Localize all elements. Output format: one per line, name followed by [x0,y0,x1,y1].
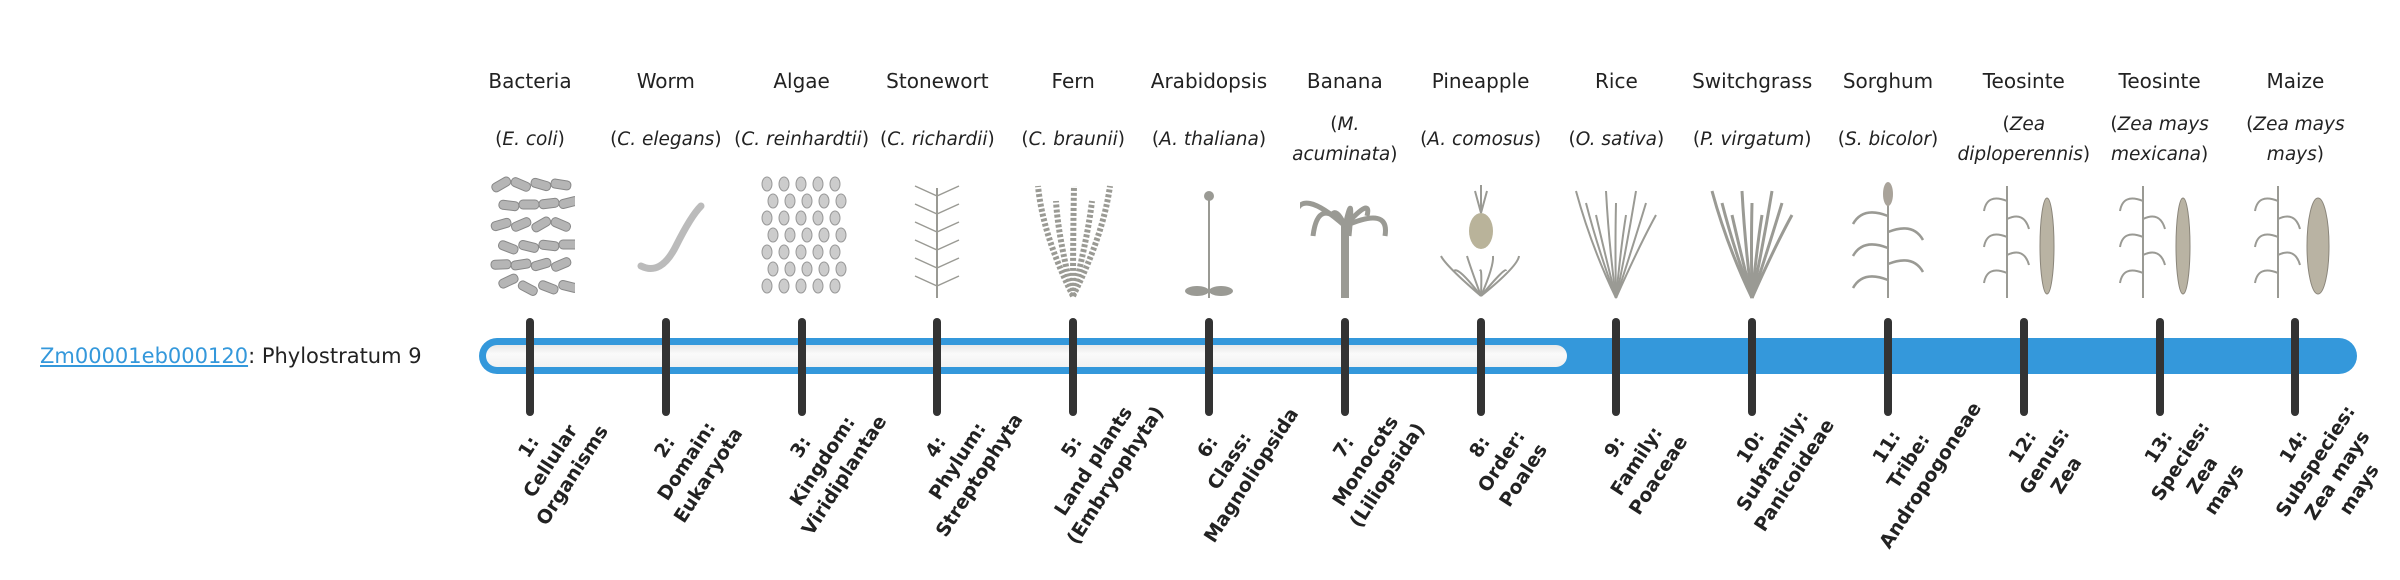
stratum-label-10: 10: Subfamily: Panicoideae [1694,369,1852,554]
organism-scientific-name: C. reinhardtii [732,108,872,172]
progress-bar-empty-track [486,345,1568,367]
stratum-label-3: 3: Kingdom: Viridiplantae [743,369,901,554]
stratum-label-5: 5: Land plants (Embryophyta) [1015,369,1173,554]
stratum-label-4: 4: Phylum: Streptophyta [879,369,1037,554]
stratum-tick-7 [1340,318,1349,416]
stratum-tick-9 [1612,318,1621,416]
stratum-label-12: 12: Genus: Zea [1966,369,2124,554]
teosinte-icon [1954,176,2094,300]
fern-icon [1003,176,1143,300]
banana-plant-icon [1275,176,1415,300]
organism-common-name: Worm [636,69,695,93]
organism-common-name: Pineapple [1431,69,1530,93]
bacteria-rods-icon [460,176,600,300]
organism-common-name: Maize [2266,69,2325,93]
stratum-tick-5 [1069,318,1078,416]
stratum-label-9: 9: Family: Poaceae [1558,369,1716,554]
stonewort-icon [867,176,1007,300]
organism-scientific-name: P. virgatum [1682,108,1822,172]
organism-scientific-name: A. comosus [1411,108,1551,172]
organism-scientific-name: O. sativa [1546,108,1686,172]
organism-common-name: Stonewort [886,69,989,93]
scientific-name-text: S. bicolor [1838,129,1938,150]
arabidopsis-icon [1139,176,1279,300]
organism-scientific-name: C. richardii [867,108,1007,172]
stratum-label-14: 14: Subspecies: Zea mays mays [2237,369,2400,568]
stratum-tick-4 [933,318,942,416]
pineapple-icon [1411,176,1551,300]
organism-common-name: Arabidopsis [1150,69,1268,93]
organism-common-name: Sorghum [1842,69,1934,93]
organism-common-name: Algae [773,69,830,93]
algae-cells-icon [732,176,872,300]
organism-common-name: Banana [1306,69,1383,93]
gene-label: Zm00001eb000120: Phylostratum 9 [40,340,422,372]
organism-scientific-name: Zea diploperennis [1954,108,2094,172]
stratum-tick-13 [2155,318,2164,416]
stratum-label-13: 13: Species: Zea mays [2101,369,2281,568]
gene-phylostratum-text: : Phylostratum 9 [248,344,422,368]
scientific-name-text: O. sativa [1569,129,1665,150]
organism-scientific-name: S. bicolor [1818,108,1958,172]
organism-scientific-name: C. braunii [1003,108,1143,172]
stratum-label-7: 7: Monocots (Liliopsida) [1287,369,1445,554]
scientific-name-text: Zea diploperennis [1957,114,2090,165]
scientific-name-text: Zea mays mexicana [2110,114,2208,165]
organism-scientific-name: Zea mays mays [2225,108,2365,172]
scientific-name-text: M. acuminata [1292,114,1397,165]
stratum-label-1: 1: Cellular Organisms [472,369,630,554]
organism-common-name: Fern [1051,69,1095,93]
gene-id-link[interactable]: Zm00001eb000120 [40,344,249,368]
stratum-tick-3 [797,318,806,416]
organism-scientific-name: E. coli [460,108,600,172]
organism-scientific-name: M. acuminata [1275,108,1415,172]
organism-common-name: Teosinte [2118,69,2201,93]
maize-icon [2225,176,2365,300]
stratum-label-11: 11: Tribe: Andropogoneae [1830,369,1988,554]
organism-scientific-name: Zea mays mexicana [2090,108,2230,172]
scientific-name-text: C. braunii [1021,129,1125,150]
scientific-name-text: P. virgatum [1693,129,1812,150]
stratum-tick-12 [2019,318,2028,416]
stratum-tick-10 [1748,318,1757,416]
scientific-name-text: Zea mays mays [2246,114,2344,165]
organism-common-name: Switchgrass [1692,69,1813,93]
stratum-tick-14 [2291,318,2300,416]
switchgrass-icon [1682,176,1822,300]
stratum-tick-8 [1476,318,1485,416]
sorghum-icon [1818,176,1958,300]
scientific-name-text: E. coli [495,129,565,150]
scientific-name-text: A. comosus [1420,129,1541,150]
scientific-name-text: A. thaliana [1152,129,1266,150]
scientific-name-text: C. reinhardtii [734,129,869,150]
organism-scientific-name: C. elegans [596,108,736,172]
organism-common-name: Bacteria [488,69,572,93]
stratum-tick-1 [526,318,534,416]
stratum-label-2: 2: Domain: Eukaryota [608,369,766,554]
rice-icon [1546,176,1686,300]
phylostratum-progress-bar [479,338,2357,374]
stratum-tick-11 [1884,318,1892,416]
organism-scientific-name: A. thaliana [1139,108,1279,172]
scientific-name-text: C. richardii [880,129,995,150]
stratum-tick-6 [1205,318,1213,416]
stratum-label-8: 8: Order: Poales [1422,369,1580,554]
stratum-label-6: 6: Class: Magnoliopsida [1151,369,1309,554]
organism-common-name: Teosinte [1982,69,2065,93]
scientific-name-text: C. elegans [610,129,721,150]
worm-icon [596,176,736,300]
teosinte-icon [2090,176,2230,300]
organism-common-name: Rice [1595,69,1638,93]
stratum-tick-2 [661,318,670,416]
